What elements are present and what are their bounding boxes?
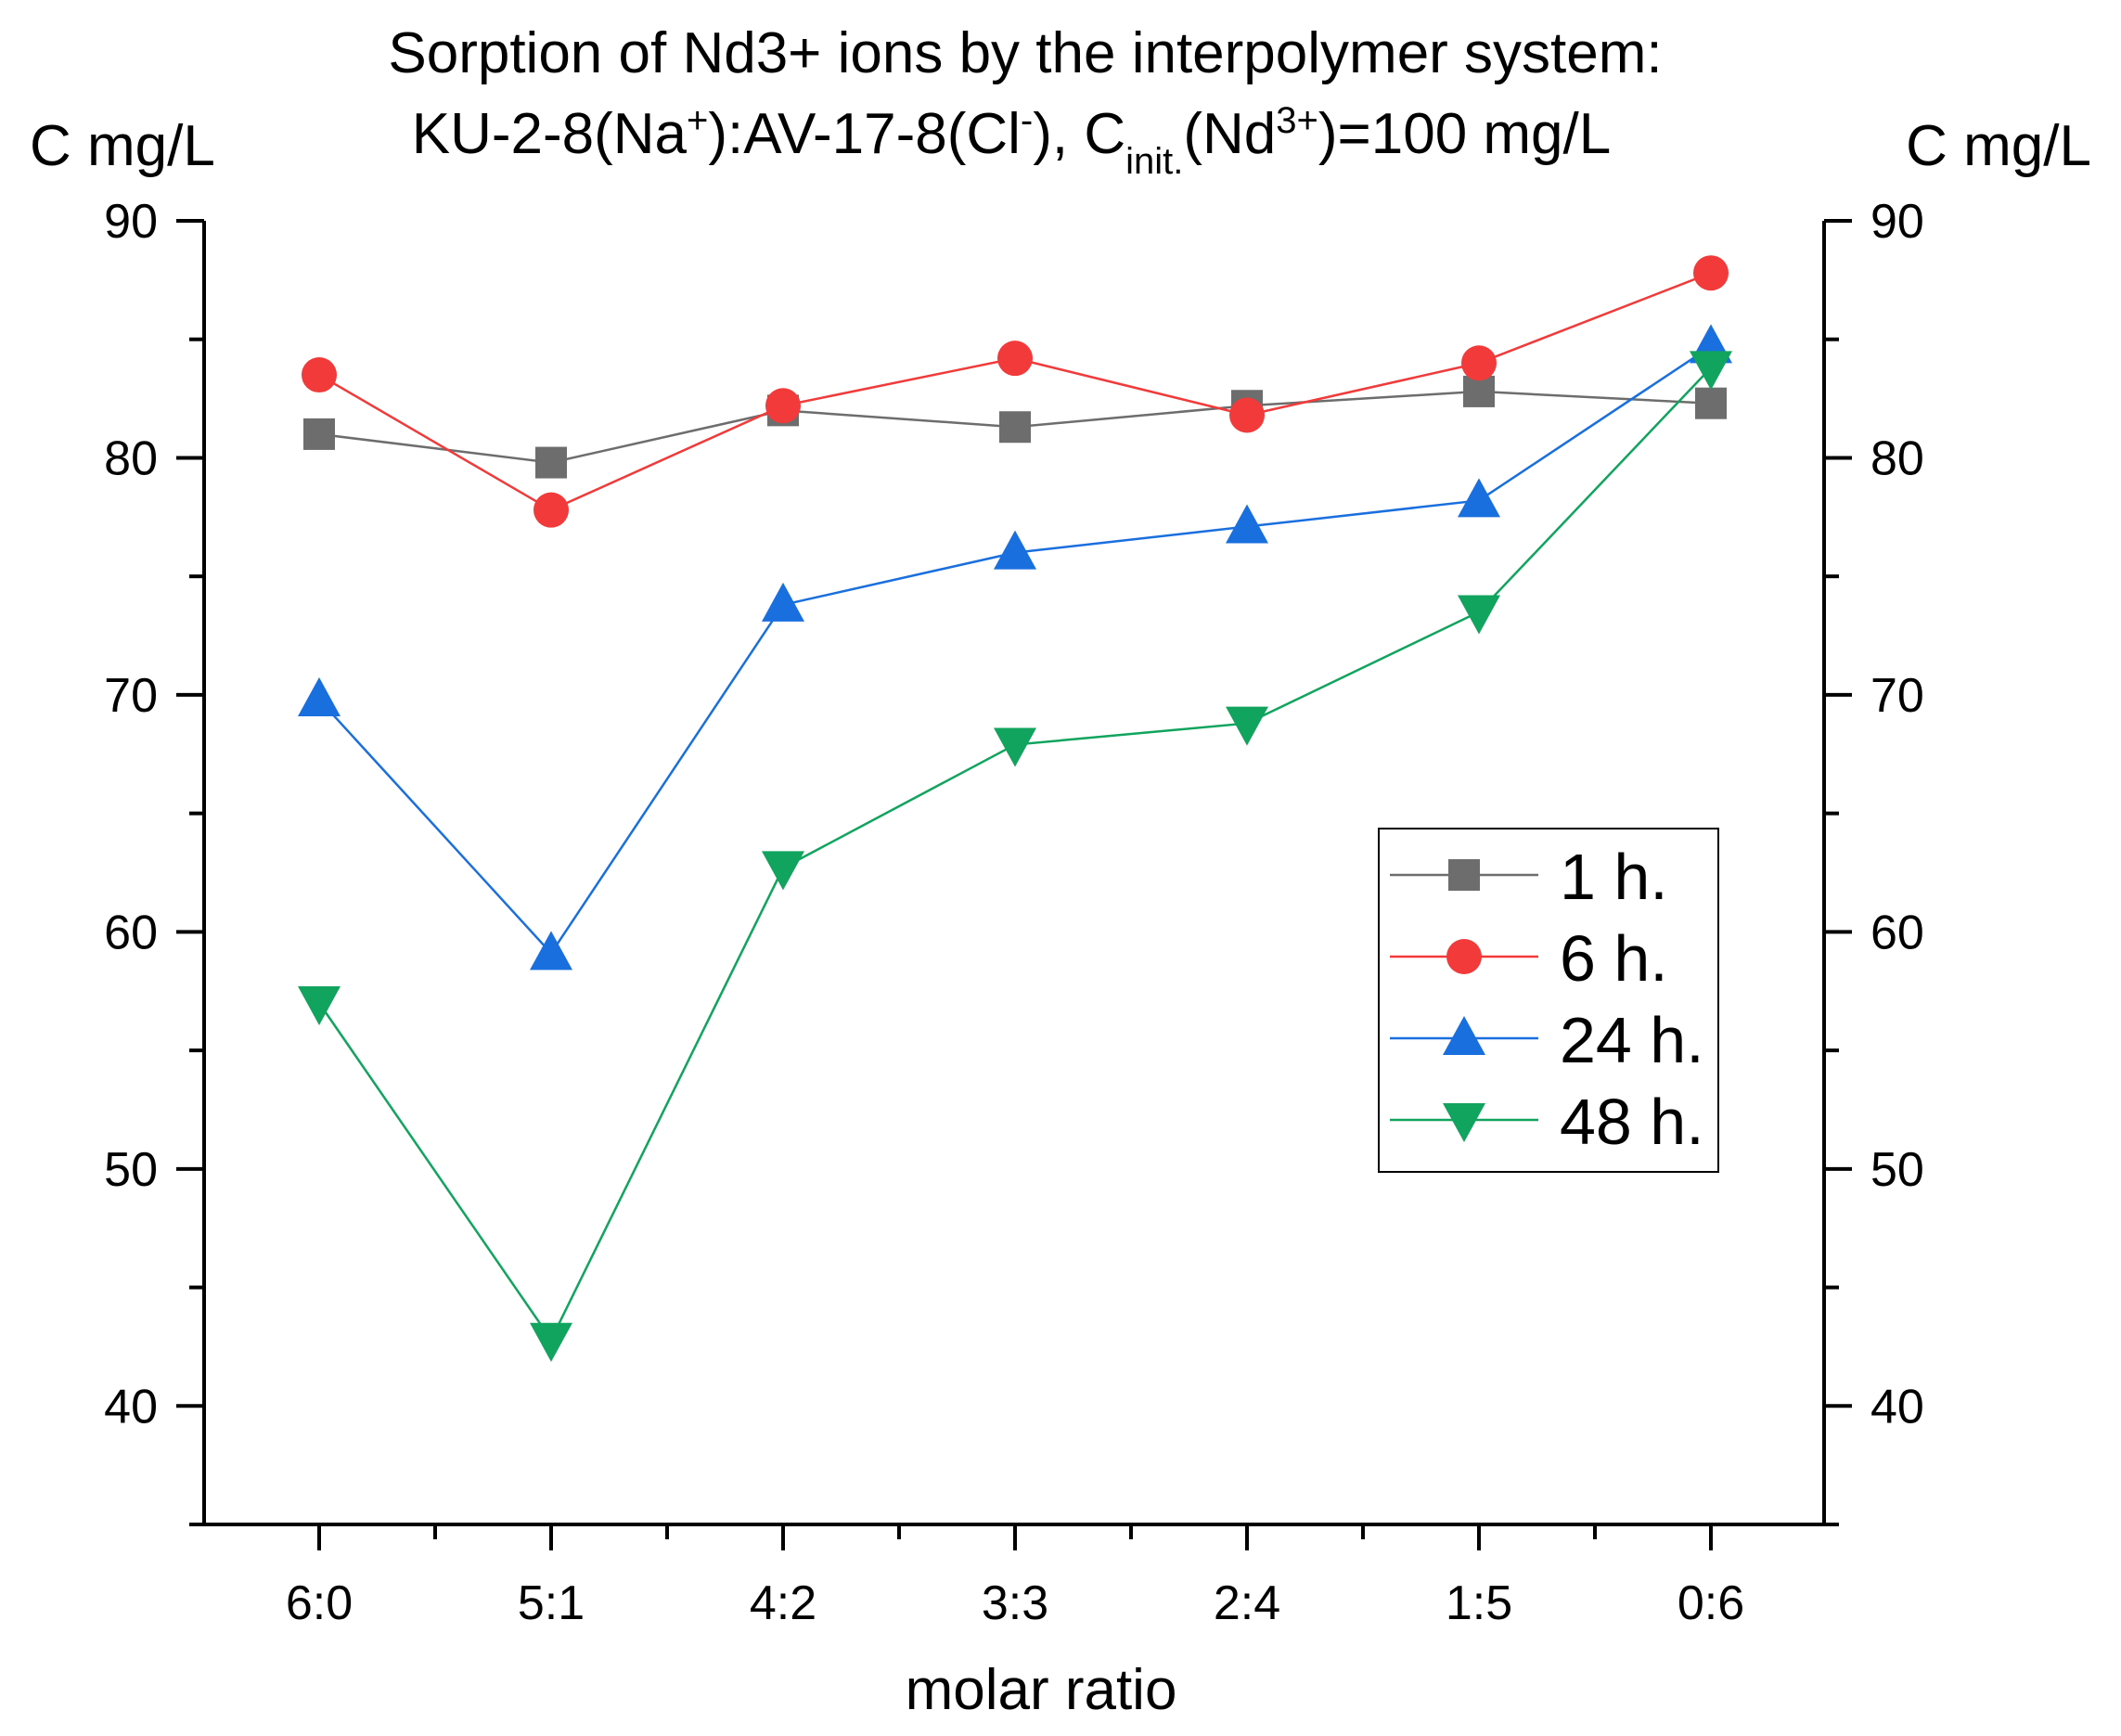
- legend-label-6h: 6 h.: [1560, 922, 1668, 995]
- series-48h: [298, 351, 1732, 1362]
- series-line-6h: [318, 272, 1712, 512]
- series-6h: [302, 255, 1729, 528]
- legend-label-24h: 24 h.: [1560, 1004, 1704, 1076]
- legend-marker-48h: [1443, 1103, 1485, 1142]
- data-point-1h: [1695, 387, 1727, 419]
- y-tick-label-right: 70: [1870, 669, 1924, 723]
- data-point-1h: [535, 446, 567, 479]
- y-tick-label-left: 70: [104, 669, 158, 723]
- x-tick-label: 6:0: [286, 1576, 353, 1630]
- legend: 1 h. 6 h. 24 h. 48 h.: [1378, 828, 1719, 1173]
- y-tick-label-left: 40: [104, 1380, 158, 1434]
- y-tick-label-left: 90: [104, 195, 158, 249]
- data-point-24h: [762, 582, 804, 622]
- data-point-48h: [762, 851, 804, 891]
- data-point-6h: [1229, 397, 1265, 433]
- data-point-1h: [303, 418, 335, 450]
- data-point-6h: [302, 357, 337, 393]
- data-point-6h: [1461, 345, 1497, 381]
- data-point-6h: [1693, 255, 1729, 291]
- data-point-6h: [765, 388, 801, 424]
- data-point-24h: [1226, 504, 1268, 544]
- y-tick-label-left: 80: [104, 431, 158, 485]
- axes: 40 40 50 50 60 60 70 70 80 80 90 90 6:0 5:1 4:2 3:3 2:4 1…: [104, 195, 1924, 1630]
- legend-marker-1h: [1448, 859, 1480, 891]
- data-point-24h: [994, 530, 1036, 570]
- legend-box: [1378, 828, 1719, 1173]
- y-axis-right-label: C mg/L: [1906, 114, 2091, 178]
- legend-marker-6h: [1446, 939, 1482, 974]
- y-tick-label-right: 50: [1870, 1143, 1924, 1197]
- x-tick-label: 1:5: [1446, 1576, 1512, 1630]
- data-point-48h: [1458, 595, 1500, 635]
- series-24h: [298, 324, 1732, 971]
- x-tick-label: 2:4: [1214, 1576, 1280, 1630]
- y-axis-left-label: C mg/L: [30, 114, 215, 178]
- data-point-48h: [1226, 706, 1268, 746]
- legend-label-48h: 48 h.: [1560, 1086, 1704, 1158]
- legend-label-1h: 1 h.: [1560, 841, 1668, 913]
- data-point-1h: [999, 411, 1031, 444]
- y-tick-label-right: 80: [1870, 431, 1924, 485]
- data-point-24h: [530, 931, 572, 971]
- data-point-48h: [994, 727, 1036, 767]
- legend-marker-24h: [1443, 1016, 1485, 1055]
- y-tick-label-right: 40: [1870, 1380, 1924, 1434]
- series-layer: [298, 255, 1732, 1362]
- data-point-6h: [997, 341, 1033, 377]
- y-tick-label-right: 90: [1870, 195, 1924, 249]
- x-tick-label: 3:3: [982, 1576, 1048, 1630]
- y-tick-label-left: 50: [104, 1143, 158, 1197]
- data-point-6h: [533, 492, 569, 528]
- x-tick-label: 5:1: [518, 1576, 585, 1630]
- data-point-24h: [298, 677, 341, 717]
- chart-title-line-1: Sorption of Nd3+ ions by the interpolyme…: [388, 21, 1662, 85]
- x-tick-label: 0:6: [1678, 1576, 1744, 1630]
- chart-title-line-2: KU-2-8(Na+):AV-17-8(Cl-), Cinit.(Nd3+)=1…: [412, 100, 1611, 182]
- data-point-1h: [1463, 375, 1495, 407]
- data-point-48h: [298, 986, 341, 1025]
- x-axis-label: molar ratio: [906, 1658, 1177, 1722]
- y-tick-label-left: 60: [104, 906, 158, 959]
- data-point-24h: [1458, 478, 1500, 518]
- y-tick-label-right: 60: [1870, 906, 1924, 959]
- data-point-48h: [530, 1322, 572, 1362]
- x-tick-label: 4:2: [750, 1576, 816, 1630]
- series-1h: [303, 375, 1727, 479]
- data-point-48h: [1690, 351, 1732, 391]
